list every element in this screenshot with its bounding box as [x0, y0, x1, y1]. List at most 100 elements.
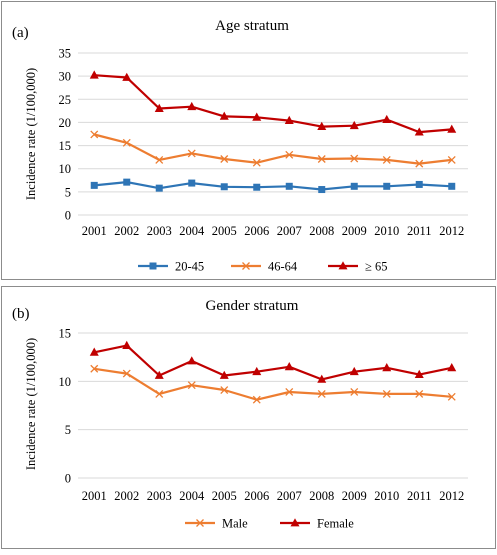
- data-point: [252, 158, 261, 167]
- data-point: [90, 364, 99, 373]
- data-point: [447, 155, 456, 164]
- legend-marker: [149, 262, 157, 270]
- x-tick-label: 2002: [114, 489, 139, 503]
- data-point: [350, 182, 358, 190]
- legend-item-46-64: 46-64: [231, 260, 298, 274]
- data-point: [285, 182, 293, 190]
- data-point: [415, 180, 423, 188]
- series-line: [94, 367, 452, 401]
- data-point: [122, 72, 132, 81]
- data-point: [285, 150, 294, 159]
- data-point: [382, 363, 392, 372]
- x-tick-label: 2011: [407, 489, 432, 503]
- legend-label: ≥ 65: [365, 260, 388, 274]
- data-point: [219, 111, 229, 120]
- legend-marker: [338, 261, 348, 270]
- data-point: [122, 138, 131, 147]
- panel-label: (a): [12, 25, 29, 41]
- data-point: [220, 386, 229, 394]
- data-point: [284, 362, 294, 371]
- data-point: [155, 389, 164, 398]
- x-tick-labels: 2001 2002 2003 2004 2005 2006 2007 2008 2009 2010…: [82, 489, 465, 503]
- legend-label: Female: [317, 517, 354, 531]
- data-point: [350, 154, 359, 163]
- y-tick-label: 20: [59, 116, 72, 130]
- data-point: [349, 366, 359, 376]
- panel-label: (b): [12, 306, 30, 322]
- data-point: [220, 155, 229, 163]
- data-point: [317, 155, 326, 163]
- data-point: [448, 182, 456, 190]
- x-tick-label: 2003: [147, 489, 172, 503]
- data-point: [447, 392, 456, 401]
- data-point: [154, 370, 164, 379]
- data-point: [187, 101, 197, 111]
- x-tick-label: 2004: [179, 224, 205, 238]
- data-point: [349, 120, 359, 130]
- x-tick-label: 2011: [407, 224, 432, 238]
- x-tick-label: 2010: [374, 489, 399, 503]
- y-tick-label: 30: [59, 70, 72, 84]
- series-female: [89, 340, 457, 383]
- x-tick-label: 2001: [82, 489, 107, 503]
- grid-lines: [78, 332, 468, 479]
- grid-lines: [78, 52, 468, 216]
- data-point: [89, 347, 99, 356]
- x-tick-label: 2005: [212, 489, 237, 503]
- y-tick-labels: 0 5 10 15 20 25 30 35: [59, 47, 72, 223]
- y-tick-label: 0: [65, 209, 71, 223]
- x-tick-label: 2006: [244, 224, 269, 238]
- x-tick-label: 2009: [342, 224, 367, 238]
- x-tick-label: 2007: [277, 224, 302, 238]
- legend-item-ge-65: ≥ 65: [328, 260, 388, 274]
- series-layer: [89, 340, 457, 404]
- data-point: [382, 155, 391, 164]
- series-line: [94, 344, 453, 381]
- data-point: [89, 70, 99, 79]
- y-tick-label: 10: [59, 375, 72, 389]
- data-point: [252, 395, 261, 404]
- y-tick-label: 25: [59, 93, 72, 107]
- chart-title: Age stratum: [215, 18, 289, 34]
- panel-age-stratum: (a) Age stratum Incidence rate (1/100,00…: [1, 1, 496, 280]
- data-point: [155, 184, 163, 192]
- x-tick-label: 2012: [439, 489, 464, 503]
- legend-label: 46-64: [268, 260, 298, 274]
- data-point: [382, 389, 391, 398]
- y-tick-label: 0: [65, 472, 71, 486]
- data-point: [252, 112, 262, 121]
- data-point: [350, 388, 359, 396]
- x-tick-label: 2007: [277, 489, 302, 503]
- data-point: [414, 369, 424, 378]
- data-point: [284, 115, 294, 124]
- data-point: [317, 389, 326, 398]
- x-tick-label: 2009: [342, 489, 367, 503]
- series-46-64: [90, 130, 456, 168]
- panel-gender-stratum: (b) Gender stratum Incidence rate (1/100…: [1, 286, 496, 549]
- y-tick-label: 5: [65, 423, 71, 437]
- y-axis-label: Incidence rate (1/100,000): [24, 338, 38, 470]
- data-point: [188, 179, 196, 187]
- series-ge-65: [89, 70, 457, 136]
- data-point: [90, 130, 99, 139]
- data-point: [383, 182, 391, 190]
- data-point: [318, 186, 326, 194]
- panel-frame: [1, 1, 496, 280]
- series-male: [90, 364, 456, 404]
- legend-marker: [196, 519, 204, 527]
- data-point: [155, 155, 164, 164]
- x-tick-label: 2002: [114, 224, 139, 238]
- data-point: [252, 366, 262, 376]
- data-point: [123, 178, 131, 186]
- legend: 20-45 46-64 ≥ 65: [138, 260, 388, 274]
- data-point: [219, 370, 229, 379]
- data-point: [253, 183, 261, 191]
- x-tick-label: 2004: [179, 489, 205, 503]
- panel-frame: [1, 286, 496, 549]
- data-point: [285, 388, 294, 396]
- series-line: [94, 74, 452, 134]
- data-point: [317, 121, 327, 130]
- data-point: [415, 389, 424, 398]
- data-point: [90, 181, 98, 189]
